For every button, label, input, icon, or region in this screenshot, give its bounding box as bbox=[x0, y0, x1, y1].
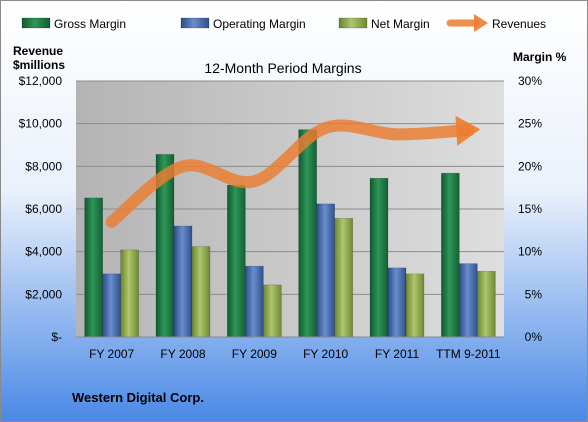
bar-operating-margin-fy-2007 bbox=[102, 273, 121, 338]
legend: Gross Margin Operating Margin Net Margin Re… bbox=[21, 14, 546, 32]
bars bbox=[84, 129, 496, 338]
bar-net-margin-ttm-9-2011 bbox=[477, 270, 496, 338]
bar-gross-margin-fy-2010 bbox=[298, 129, 317, 338]
legend-label-revenues: Revenues bbox=[492, 17, 546, 31]
right-tick-label: 0% bbox=[525, 330, 543, 344]
legend-label-operating-margin: Operating Margin bbox=[213, 17, 306, 31]
right-tick-label: 5% bbox=[525, 287, 543, 301]
legend-swatch-operating-margin bbox=[180, 17, 210, 29]
chart-title: 12-Month Period Margins bbox=[204, 60, 361, 76]
x-tick-label: FY 2007 bbox=[89, 347, 134, 361]
bar-operating-margin-fy-2010 bbox=[316, 203, 335, 338]
right-axis-ticks: 0% 5% 10% 15% 20% 25% 30% bbox=[518, 74, 542, 344]
left-tick-label: $6,000 bbox=[25, 202, 62, 216]
left-tick-label: $2,000 bbox=[25, 287, 62, 301]
legend-swatch-net-margin bbox=[338, 17, 368, 29]
left-axis-ticks: $- $2,000 $4,000 $6,000 $8,000 $10,000 $12,000 bbox=[19, 74, 63, 344]
x-tick-label: FY 2009 bbox=[232, 347, 277, 361]
bar-gross-margin-fy-2011 bbox=[369, 177, 389, 338]
right-tick-label: 25% bbox=[518, 117, 542, 131]
bar-net-margin-fy-2007 bbox=[120, 249, 139, 338]
bar-net-margin-fy-2009 bbox=[263, 284, 282, 338]
left-tick-label: $10,000 bbox=[19, 117, 63, 131]
revenues-arrowhead bbox=[455, 115, 481, 146]
left-tick-label: $12,000 bbox=[19, 74, 63, 88]
right-tick-label: 15% bbox=[518, 202, 542, 216]
x-tick-label: FY 2010 bbox=[303, 347, 348, 361]
x-tick-label: TTM 9-2011 bbox=[436, 347, 501, 361]
bar-net-margin-fy-2011 bbox=[405, 273, 425, 338]
bar-operating-margin-ttm-9-2011 bbox=[459, 263, 478, 338]
x-tick-label: FY 2008 bbox=[160, 347, 205, 361]
bar-operating-margin-fy-2011 bbox=[387, 267, 407, 338]
revenues-line bbox=[105, 119, 475, 228]
legend-swatch-gross-margin bbox=[21, 17, 51, 29]
legend-label-gross-margin: Gross Margin bbox=[54, 17, 126, 31]
bar-operating-margin-fy-2009 bbox=[245, 265, 264, 338]
x-tick-label: FY 2011 bbox=[375, 347, 420, 361]
legend-label-net-margin: Net Margin bbox=[371, 17, 430, 31]
left-tick-label: $8,000 bbox=[25, 159, 62, 173]
bar-gross-margin-ttm-9-2011 bbox=[441, 172, 460, 338]
bar-operating-margin-fy-2008 bbox=[173, 225, 193, 338]
bar-gross-margin-fy-2009 bbox=[227, 184, 246, 338]
gridlines bbox=[76, 80, 504, 295]
left-tick-label: $- bbox=[51, 330, 62, 344]
left-axis-label-line2: $millions bbox=[13, 58, 65, 72]
bar-net-margin-fy-2010 bbox=[334, 218, 353, 338]
company-name: Western Digital Corp. bbox=[72, 390, 204, 405]
right-tick-label: 30% bbox=[518, 74, 542, 88]
right-axis-label: Margin % bbox=[513, 50, 567, 64]
right-tick-label: 20% bbox=[518, 159, 542, 173]
legend-arrowhead bbox=[474, 14, 488, 32]
x-axis-ticks: FY 2007 FY 2008 FY 2009 FY 2010 FY 2011 TTM 9… bbox=[89, 347, 501, 361]
left-tick-label: $4,000 bbox=[25, 245, 62, 259]
bar-gross-margin-fy-2007 bbox=[84, 197, 103, 338]
right-tick-label: 10% bbox=[518, 245, 542, 259]
left-axis-label-line1: Revenue bbox=[13, 44, 63, 58]
revenue-line bbox=[105, 115, 481, 228]
bar-net-margin-fy-2008 bbox=[191, 246, 211, 338]
